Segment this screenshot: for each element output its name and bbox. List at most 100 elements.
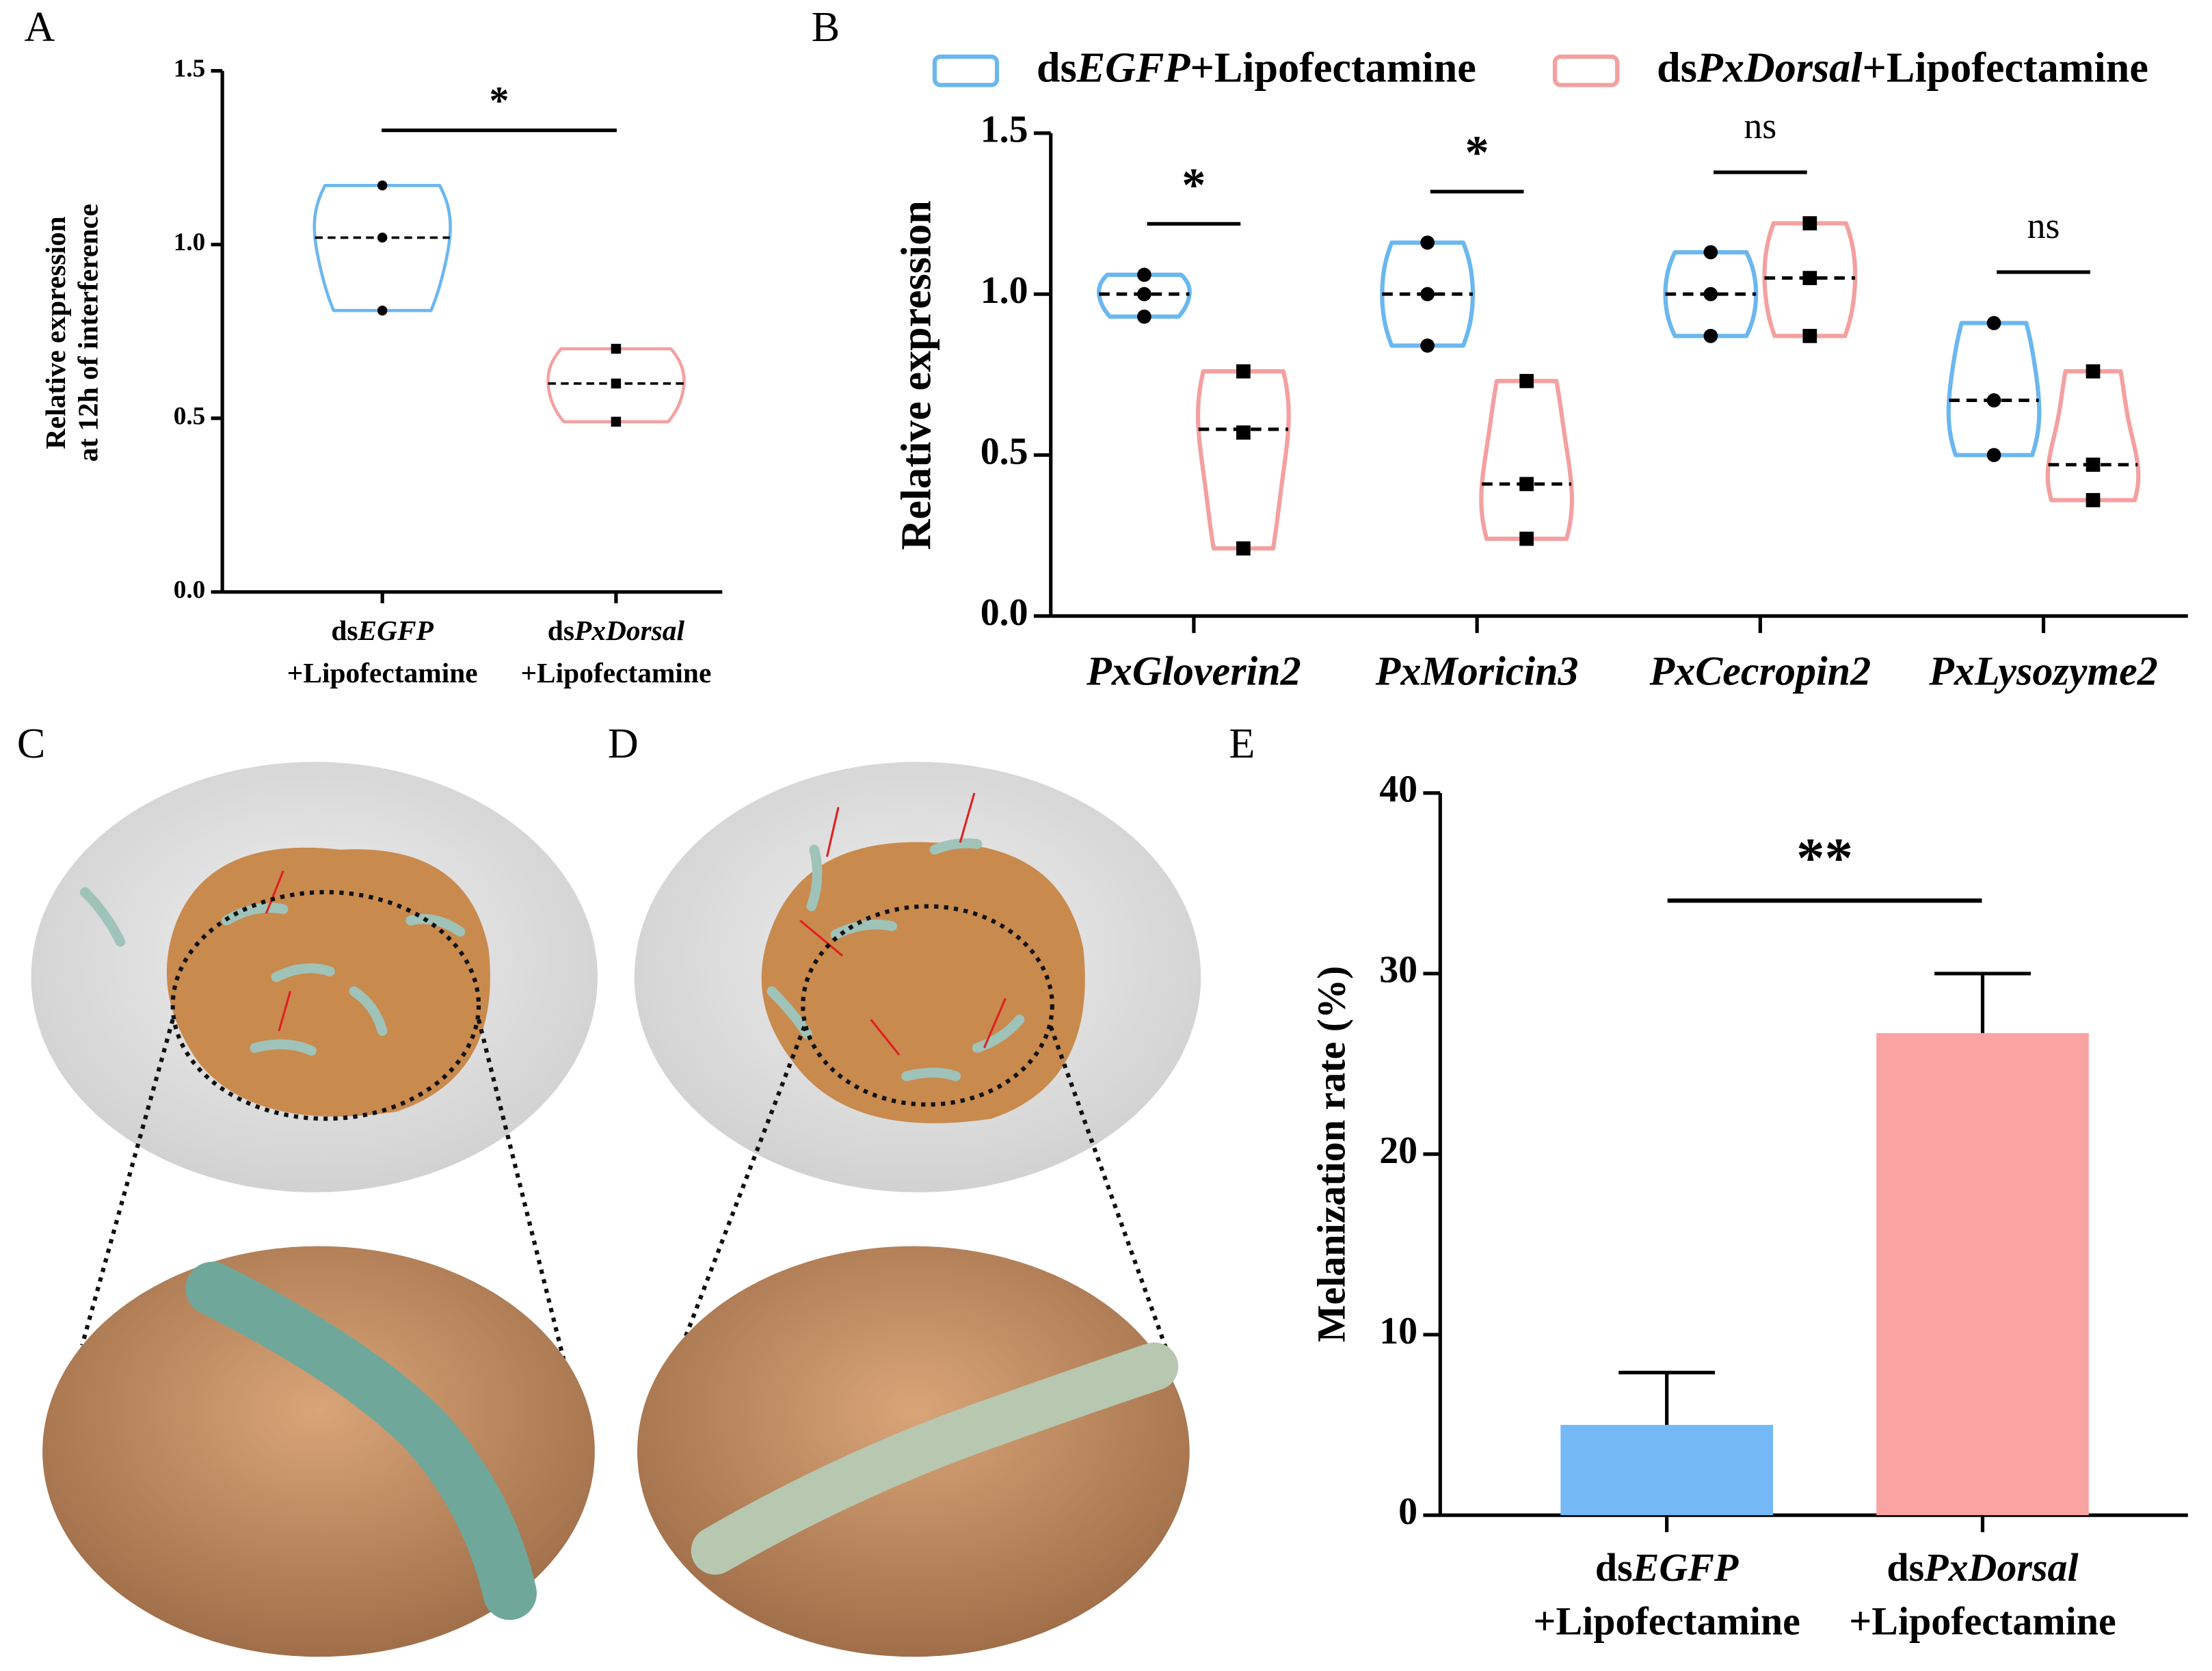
significance-label: ns [1744,105,1776,146]
y-tick-label: 30 [1379,949,1417,991]
data-point [1137,286,1151,302]
significance-label: * [1182,159,1205,212]
legend-swatch [932,54,1000,88]
data-point [1986,393,2001,407]
x-tick-label: PxLysozyme2 [1928,648,2158,694]
y-axis-label-line: at 12h of interference [72,204,103,462]
photo-c [31,762,598,1657]
legend-label: dsPxDorsal+Lipofectamine [1657,45,2148,92]
y-tick-label: 0.5 [981,430,1028,472]
y-axis-label-line: Relative expression [39,216,70,449]
significance-label: * [490,79,509,123]
label-part: +Lipofectamine [1863,45,2148,92]
label-part: ds [331,614,358,645]
label-part: +Lipofectamine [1533,1599,1800,1644]
label-part: ds [1037,45,1077,92]
data-point [1802,329,1817,343]
significance-label: ns [2027,205,2060,246]
x-tick-label: dsPxDorsal [1887,1545,2079,1590]
data-point [1519,373,1534,388]
y-axis-label: Melanization rate (%) [1309,966,1353,1343]
data-point [1986,316,2001,330]
bar [1560,1425,1773,1516]
violin [312,184,452,312]
data-point [2086,493,2101,507]
y-tick-label: 1.5 [981,109,1028,151]
panel-label: B [812,4,840,51]
label-part: +Lipofectamine [287,656,478,688]
data-point [1420,235,1435,250]
y-tick-label: 0 [1398,1490,1417,1533]
label-part: ds [1657,45,1697,92]
y-tick-label: 0.0 [174,576,206,604]
data-point [1802,271,1817,285]
y-tick-label: 0.0 [981,591,1028,634]
data-point [377,181,388,191]
data-point [1137,309,1151,324]
label-part: EGFP [1632,1545,1739,1590]
label-part: ds [548,614,574,645]
y-tick-label: 40 [1379,768,1417,811]
violin [1196,369,1291,551]
violin [1762,221,1858,338]
legend-label: dsEGFP+Lipofectamine [1037,45,1476,92]
panel-label: A [25,4,55,51]
data-point [1703,286,1718,302]
data-point [1236,425,1251,440]
data-point [1703,245,1718,260]
data-point [1236,541,1251,556]
data-point [2086,364,2101,379]
label-part: +Lipofectamine [1190,45,1476,92]
data-point [377,305,388,316]
data-point [1703,329,1718,343]
x-tick-label: +Lipofectamine [1533,1599,1800,1644]
significance-label: ** [1796,826,1853,889]
label-part: EGFP [1076,45,1191,92]
violin [1380,240,1476,348]
x-tick-label: +Lipofectamine [287,656,478,688]
violin [1479,379,1574,542]
violin [546,347,686,424]
significance-label: * [1465,126,1489,180]
label-part: +Lipofectamine [1849,1599,2116,1644]
y-tick-label: 1.0 [174,228,206,256]
data-point [2086,457,2101,472]
label-part: PxDorsal [1696,45,1863,92]
y-tick-label: 0.5 [174,402,206,430]
x-tick-label: PxMoricin3 [1375,648,1579,694]
label-part: PxDorsal [1923,1545,2079,1590]
label-part: +Lipofectamine [520,656,711,688]
panel-label: E [1229,721,1255,767]
violin [1097,272,1192,319]
photo-d [634,762,1201,1657]
x-tick-label: +Lipofectamine [520,656,711,688]
label-part: ds [1595,1545,1633,1590]
data-point [377,232,388,243]
x-tick-label: PxGloverin2 [1086,648,1301,694]
bar [1876,1033,2089,1516]
label-part: EGFP [358,614,434,645]
label-part: ds [1887,1545,1924,1590]
panel-label: D [608,721,639,767]
data-point [1236,364,1251,379]
data-point [611,378,622,389]
data-point [1420,338,1435,353]
x-tick-label: dsEGFP [331,614,434,645]
y-tick-label: 20 [1379,1129,1417,1172]
data-point [1137,267,1151,282]
panel-label: C [17,721,45,767]
y-tick-label: 1.5 [174,55,206,83]
violin [1946,321,2042,457]
data-point [611,343,622,354]
data-point [611,416,622,427]
data-point [1802,216,1817,230]
violin [2045,369,2141,503]
x-tick-label: dsPxDorsal [548,614,685,645]
data-point [1420,286,1435,302]
label-part: PxDorsal [574,614,685,645]
y-tick-label: 1.0 [981,269,1028,312]
x-tick-label: dsEGFP [1595,1545,1739,1590]
